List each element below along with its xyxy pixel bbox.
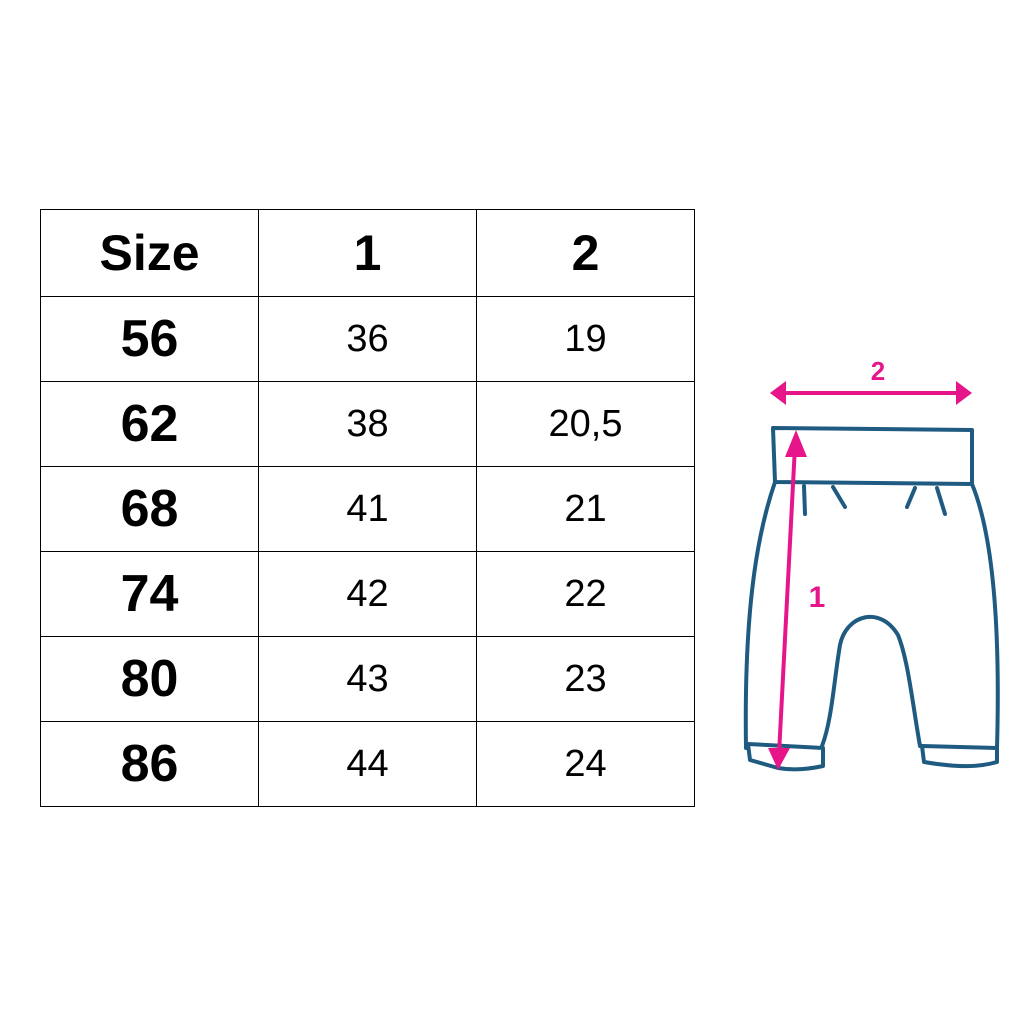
length-arrow-icon xyxy=(768,430,807,770)
width-cell: 22 xyxy=(476,551,695,637)
width-cell: 19 xyxy=(476,296,695,382)
width-cell: 23 xyxy=(476,636,695,722)
table-row: 86 44 24 xyxy=(40,721,695,807)
size-cell: 80 xyxy=(40,636,259,722)
table-header-row: Size 1 2 xyxy=(40,209,695,297)
length-cell: 41 xyxy=(258,466,477,552)
width-cell: 24 xyxy=(476,721,695,807)
table-row: 74 42 22 xyxy=(40,551,695,637)
width-label: 2 xyxy=(871,356,885,386)
size-chart-table: Size 1 2 56 36 19 62 38 20,5 68 41 21 74 42 22 8… xyxy=(40,209,695,807)
width-cell: 21 xyxy=(476,466,695,552)
width-cell: 20,5 xyxy=(476,381,695,467)
length-cell: 44 xyxy=(258,721,477,807)
length-cell: 42 xyxy=(258,551,477,637)
length-label: 1 xyxy=(809,581,826,614)
pants-outline-icon xyxy=(743,426,1000,772)
table-row: 68 41 21 xyxy=(40,466,695,552)
header-measure-2: 2 xyxy=(476,209,695,297)
header-measure-1: 1 xyxy=(258,209,477,297)
header-size: Size xyxy=(40,209,259,297)
size-cell: 74 xyxy=(40,551,259,637)
width-arrow-icon xyxy=(770,381,972,405)
size-cell: 68 xyxy=(40,466,259,552)
table-row: 80 43 23 xyxy=(40,636,695,722)
length-cell: 43 xyxy=(258,636,477,722)
length-cell: 38 xyxy=(258,381,477,467)
table-row: 62 38 20,5 xyxy=(40,381,695,467)
